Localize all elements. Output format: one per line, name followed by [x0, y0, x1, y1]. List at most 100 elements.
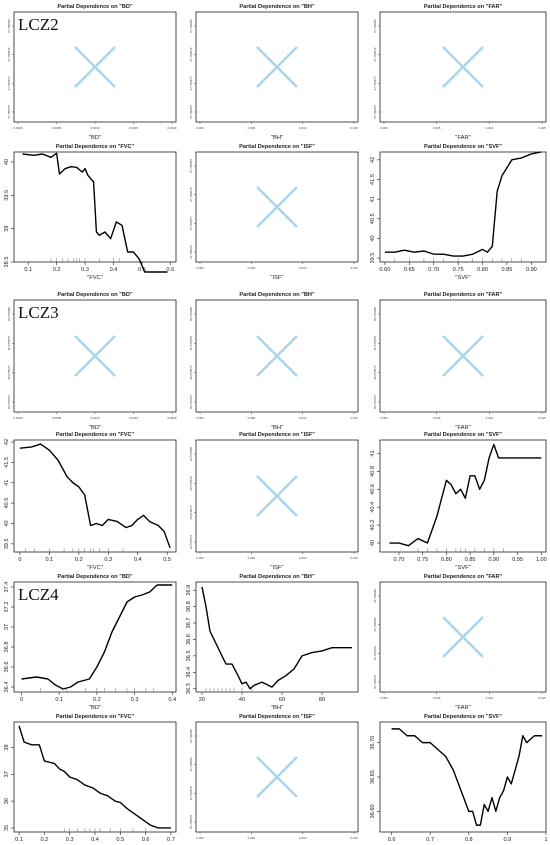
x-tick-label: 0.005	[433, 416, 441, 420]
x-tick-label: 80	[319, 697, 325, 703]
cross-icon	[256, 756, 298, 798]
y-tick-label: 36.700880	[189, 757, 193, 772]
panel-r0-c2: Partial Dependence on "FAR" "FAR" 0.000 0.0…	[373, 4, 547, 141]
x-tick-label: 40	[239, 697, 245, 703]
y-tick-label: 37.780879	[189, 187, 193, 202]
x-tick-label: 0.005	[248, 556, 256, 560]
y-tick-label: 40.575880	[373, 307, 377, 322]
panel-r2-c0: Partial Dependence on "BD" "BD" 0.0000 0.00…	[7, 292, 177, 431]
x-tick-label: 0.65	[404, 267, 415, 273]
x-axis-label: "FAR"	[455, 135, 470, 141]
y-tick-label: 36.6	[186, 634, 192, 645]
x-axis-label: "FAR"	[455, 425, 470, 431]
plot-frame	[13, 439, 177, 553]
panel-title: Partial Dependence on "FAR"	[424, 574, 503, 580]
plot-frame	[195, 581, 359, 693]
x-tick-label: 0.2	[53, 267, 61, 273]
x-tick-label: 0.005	[248, 126, 256, 130]
y-tick-label: 39.5	[4, 190, 10, 201]
y-tick-label: 40.575874	[189, 395, 193, 410]
y-tick-label: 39.5	[370, 253, 376, 264]
x-tick-label: 0.3	[66, 837, 74, 843]
cross-stroke	[256, 186, 298, 228]
y-tick-label: 36	[4, 798, 10, 804]
x-tick-label: 0.5	[138, 267, 146, 273]
panel-title: Partial Dependence on "SVF"	[424, 714, 502, 720]
cross-stroke	[442, 46, 484, 88]
panel-title: Partial Dependence on "BD"	[57, 4, 133, 10]
x-axis-label: "BD"	[89, 135, 101, 141]
y-tick-label: 37.780881	[189, 159, 193, 174]
x-tick-label: 0	[20, 697, 23, 703]
plot-frame	[379, 299, 547, 413]
cross-icon	[442, 46, 484, 88]
y-tick-label: 40.575874	[189, 535, 193, 550]
y-tick-label: 36.4	[4, 682, 10, 693]
partial-dependence-line	[18, 725, 171, 829]
y-tick-label: 40.575880	[7, 307, 11, 322]
x-tick-label: 0.005	[248, 266, 256, 270]
panel-r2-c1: Partial Dependence on "BH" "BH" 0.000 0.005…	[189, 292, 359, 431]
y-tick-label: 41.5	[370, 174, 376, 185]
y-tick-label: 40.575878	[7, 336, 11, 351]
y-tick-label: 42	[370, 157, 376, 163]
panel-title: Partial Dependence on "BH"	[239, 292, 315, 298]
x-axis-label: "BH"	[271, 135, 283, 141]
x-tick-label: 0.3	[81, 267, 89, 273]
x-tick-label: 0.7	[167, 837, 175, 843]
y-tick-label: 37.780879	[7, 47, 11, 62]
panel-r4-c1: Partial Dependence on "BH" "BH" 20 40 60 80 36…	[186, 574, 359, 711]
y-tick-label: 40.5	[4, 498, 10, 509]
partial-dependence-line	[22, 152, 168, 273]
y-tick-label: 36.700876	[373, 675, 377, 690]
partial-dependence-line	[21, 584, 173, 690]
panel-title: Partial Dependence on "SVF"	[424, 144, 502, 150]
y-tick-label: 36.700880	[373, 617, 377, 632]
y-tick-label: 36.700876	[189, 815, 193, 830]
partial-dependence-line	[384, 151, 542, 257]
x-tick-label: 0.010	[486, 696, 494, 700]
panel-r1-c1: Partial Dependence on "ISF" "ISF" 0.000 0.0…	[189, 144, 359, 281]
x-tick-label: 0.0005	[52, 416, 62, 420]
x-tick-label: 0.000	[380, 696, 388, 700]
panel-r4-c2: Partial Dependence on "FAR" "FAR" 0.000 0.0…	[373, 574, 547, 711]
y-tick-label: 41	[370, 450, 376, 456]
y-tick-label: 37.780877	[189, 216, 193, 231]
y-tick-label: 36.70	[370, 736, 376, 750]
panel-r4-c0: Partial Dependence on "BD" "BD" 0 0.1 0.2 0.3…	[4, 574, 177, 711]
panel-title: Partial Dependence on "FVC"	[56, 714, 135, 720]
y-tick-label: 36.5	[186, 650, 192, 661]
x-axis-label: "SVF"	[455, 565, 470, 571]
x-tick-label: 0.015	[350, 126, 358, 130]
panel-r3-c1: Partial Dependence on "ISF" "ISF" 0.000 0.0…	[189, 432, 359, 571]
x-axis-label: "BH"	[271, 425, 283, 431]
x-tick-label: 0.010	[486, 416, 494, 420]
x-tick-label: 0.015	[538, 696, 546, 700]
x-tick-label: 0.2	[40, 837, 48, 843]
x-tick-label: 0.015	[350, 416, 358, 420]
y-tick-label: 36.3	[186, 683, 192, 694]
y-tick-label: 36.6	[4, 662, 10, 673]
cross-stroke	[74, 46, 116, 88]
x-tick-label: 0.90	[526, 267, 537, 273]
plot-frame	[379, 581, 547, 693]
y-tick-label: 37.780875	[7, 105, 11, 120]
y-tick-label: 37.780877	[7, 76, 11, 91]
plot-frame	[13, 581, 177, 693]
y-tick-label: 37.780875	[373, 105, 377, 120]
x-axis-label: "FAR"	[455, 705, 470, 711]
x-tick-label: 0.010	[299, 836, 307, 840]
y-tick-label: 40.575878	[373, 336, 377, 351]
y-tick-label: 40.575878	[189, 336, 193, 351]
x-tick-label: 0.4	[91, 837, 99, 843]
lcz-group-label: LCZ3	[18, 303, 59, 322]
x-axis-label: "ISF"	[270, 275, 283, 281]
x-tick-label: 0.6	[142, 837, 150, 843]
cross-icon	[256, 46, 298, 88]
partial-dependence-line	[391, 728, 543, 826]
partial-dependence-line	[201, 586, 352, 690]
panel-title: Partial Dependence on "FAR"	[424, 292, 503, 298]
y-tick-label: 37.780881	[7, 19, 11, 34]
y-tick-label: 37.780879	[189, 47, 193, 62]
x-tick-label: 0.015	[350, 556, 358, 560]
